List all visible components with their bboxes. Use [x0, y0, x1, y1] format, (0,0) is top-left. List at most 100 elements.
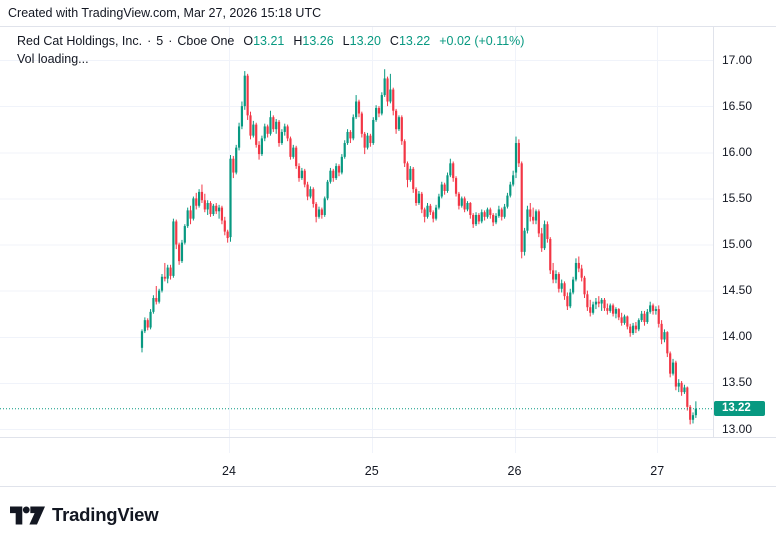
- candle: [286, 124, 289, 142]
- candle: [209, 201, 212, 217]
- candle: [572, 276, 575, 295]
- candle: [203, 193, 206, 213]
- candle: [163, 262, 166, 282]
- candle: [514, 136, 518, 179]
- ohlc-label: H: [293, 34, 303, 48]
- candle: [195, 192, 198, 210]
- candlestick-chart[interactable]: [0, 27, 776, 546]
- candle: [657, 305, 660, 328]
- chart-pane[interactable]: Red Cat Holdings, Inc. · 5 · Cboe One O13.21 H…: [0, 27, 776, 487]
- candle: [620, 312, 623, 326]
- candle: [189, 205, 192, 225]
- candle: [606, 303, 609, 315]
- candle: [383, 69, 386, 97]
- candle: [394, 108, 398, 134]
- candle: [594, 298, 598, 310]
- candle: [397, 115, 401, 132]
- candle: [649, 301, 652, 314]
- candle: [414, 187, 418, 206]
- candle: [674, 360, 677, 391]
- ohlc-pair: O13.21: [243, 34, 284, 48]
- candle: [349, 130, 352, 144]
- candle: [583, 275, 586, 299]
- candle: [603, 298, 606, 311]
- candle: [512, 170, 515, 187]
- candle: [226, 229, 229, 243]
- tradingview-logo-icon: [10, 506, 45, 524]
- candle: [235, 144, 238, 175]
- candle: [617, 308, 620, 321]
- candle: [677, 379, 680, 393]
- candle: [312, 187, 315, 208]
- candle: [492, 213, 495, 227]
- candle: [477, 213, 480, 225]
- candle: [526, 205, 529, 234]
- candle: [300, 167, 303, 180]
- candle: [283, 123, 286, 136]
- candle: [486, 207, 489, 219]
- candle: [560, 279, 563, 293]
- candle: [169, 264, 172, 280]
- candle: [303, 168, 306, 188]
- candle: [212, 203, 215, 216]
- candle: [412, 167, 415, 193]
- candle: [454, 176, 458, 197]
- candle: [466, 201, 469, 212]
- candle: [375, 105, 378, 122]
- candle: [517, 139, 520, 168]
- candle: [540, 227, 543, 252]
- grid-lines: [0, 27, 713, 453]
- candle: [346, 129, 349, 145]
- candle: [275, 119, 278, 134]
- candle: [372, 117, 375, 145]
- candle: [377, 106, 381, 118]
- candle: [272, 115, 275, 132]
- candle: [666, 331, 669, 358]
- candle: [240, 101, 244, 130]
- candle: [574, 258, 578, 282]
- candle: [277, 119, 281, 147]
- candle: [640, 310, 643, 322]
- candle: [611, 303, 615, 317]
- price-axis-label: 15.00: [722, 237, 753, 251]
- candle: [215, 202, 218, 215]
- time-axis-label: 24: [222, 464, 236, 478]
- candle: [255, 122, 258, 148]
- candle: [252, 120, 255, 138]
- candle: [158, 288, 161, 304]
- candle: [186, 207, 189, 228]
- ohlc-pair: L13.20: [343, 34, 381, 48]
- tradingview-logo[interactable]: TradingView: [10, 504, 159, 526]
- candle: [597, 296, 600, 308]
- candle: [340, 154, 343, 175]
- candle: [352, 114, 355, 141]
- candle: [206, 200, 209, 215]
- candle: [280, 129, 283, 145]
- candle: [183, 224, 186, 245]
- candle: [249, 111, 252, 140]
- candle: [295, 145, 298, 169]
- candle: [566, 292, 569, 310]
- candle: [686, 386, 689, 411]
- candle: [266, 124, 269, 138]
- candle: [557, 272, 560, 293]
- candle: [480, 209, 483, 224]
- candle: [329, 167, 332, 184]
- change-value: +0.02 (+0.11%): [439, 34, 525, 48]
- ohlc-label: L: [342, 34, 350, 48]
- candle: [669, 351, 672, 378]
- candle: [449, 158, 452, 178]
- candle: [654, 306, 657, 315]
- candle: [403, 139, 406, 168]
- volume-status: Vol loading...: [17, 52, 89, 66]
- price-axis-label: 17.00: [722, 52, 753, 67]
- candle: [634, 321, 638, 334]
- candle: [497, 205, 500, 218]
- candle: [160, 274, 164, 293]
- candle: [155, 286, 158, 305]
- candle: [689, 405, 692, 425]
- candle: [406, 161, 409, 188]
- candle: [494, 213, 498, 225]
- price-axis-label: 16.50: [722, 98, 753, 113]
- candle: [386, 76, 389, 107]
